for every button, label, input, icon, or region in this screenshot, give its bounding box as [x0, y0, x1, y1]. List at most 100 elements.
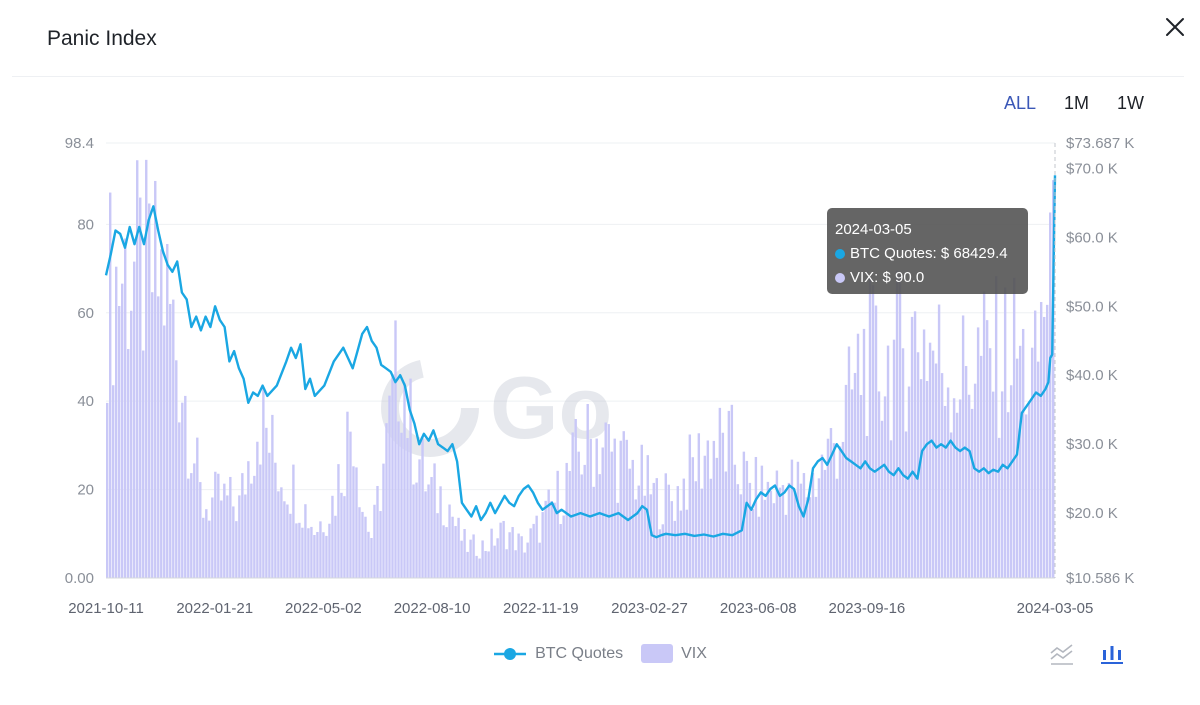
- vix-bar: [964, 366, 968, 578]
- watermark-text: Go: [490, 358, 612, 457]
- tooltip-btc-row: BTC Quotes: $ 68429.4: [835, 242, 1020, 266]
- x-axis-tick-label: 2024-03-05: [1017, 600, 1094, 617]
- vix-bar: [250, 483, 253, 578]
- vix-bar: [775, 470, 779, 578]
- legend-btc[interactable]: BTC Quotes: [493, 645, 623, 663]
- vix-bar: [328, 523, 331, 578]
- vix-bar: [922, 329, 926, 578]
- x-axis-tick-label: 2023-06-08: [720, 600, 797, 617]
- vix-bar: [283, 501, 286, 578]
- right-axis-tick-label: $50.0 K: [1066, 298, 1118, 315]
- vix-bar: [538, 542, 541, 578]
- vix-bar: [856, 333, 860, 578]
- vix-bar: [136, 160, 139, 578]
- vix-bar: [637, 485, 640, 578]
- left-axis-tick-label: 60: [77, 305, 94, 322]
- vix-bar: [487, 551, 490, 578]
- vix-bar: [178, 422, 181, 578]
- vix-bar: [640, 444, 643, 578]
- vix-bar: [247, 461, 250, 578]
- vix-bar: [202, 517, 205, 578]
- vix-bar: [460, 540, 463, 578]
- range-tab-1w[interactable]: 1W: [1117, 93, 1144, 113]
- vix-bar: [973, 383, 977, 578]
- vix-bar: [625, 439, 628, 578]
- vix-bar: [652, 482, 655, 578]
- vix-bar: [595, 438, 598, 578]
- vix-bar: [784, 514, 788, 578]
- vix-bar: [604, 422, 607, 578]
- vix-bar: [589, 438, 592, 578]
- legend-vix-label: VIX: [681, 644, 707, 662]
- vix-bar: [253, 475, 256, 578]
- vix-bar: [187, 478, 190, 578]
- vix-bar: [406, 438, 409, 578]
- left-axis-tick-label: 20: [77, 482, 94, 499]
- vix-bar: [838, 446, 842, 578]
- vix-bar: [958, 399, 962, 578]
- vix-bar: [730, 404, 734, 578]
- vix-bar: [706, 440, 710, 578]
- vix-bar: [265, 427, 268, 578]
- vix-bar: [442, 525, 445, 578]
- vix-bar: [1048, 212, 1052, 578]
- vix-bar: [745, 460, 749, 578]
- vix-bar: [106, 402, 109, 578]
- vix-bar: [862, 328, 866, 578]
- vix-bar: [739, 494, 743, 578]
- vix-bar: [607, 424, 610, 578]
- vix-bar: [865, 436, 869, 578]
- line-chart-toggle-icon[interactable]: [1048, 640, 1076, 668]
- vix-bar: [994, 276, 998, 578]
- vix-bar: [1012, 277, 1016, 578]
- vix-bar: [421, 435, 424, 578]
- vix-bar: [967, 394, 971, 578]
- range-tab-1m[interactable]: 1M: [1063, 93, 1089, 113]
- vix-bar: [535, 515, 538, 578]
- vix-bar: [943, 405, 947, 578]
- vix-bar: [859, 394, 863, 578]
- vix-bar: [628, 468, 631, 578]
- vix-bar: [619, 440, 622, 578]
- right-axis-tick-label: $60.0 K: [1066, 229, 1118, 246]
- vix-bar: [241, 473, 244, 578]
- vix-bar: [517, 533, 520, 578]
- range-tab-all[interactable]: ALL: [1003, 93, 1036, 113]
- vix-bar: [457, 517, 460, 578]
- vix-bar: [586, 403, 589, 578]
- vix-bar: [229, 476, 232, 578]
- vix-bar: [394, 320, 397, 578]
- vix-bar: [130, 310, 133, 578]
- tooltip-vix-row: VIX: $ 90.0: [835, 266, 1020, 290]
- vix-bar: [259, 464, 262, 578]
- vix-bar: [709, 478, 713, 578]
- vix-bar: [112, 385, 115, 578]
- vix-bar: [751, 509, 755, 578]
- vix-bar: [475, 555, 478, 578]
- vix-bar: [553, 502, 556, 578]
- vix-bar: [601, 447, 604, 578]
- vix-bar: [433, 463, 436, 578]
- vix-bar: [208, 520, 211, 578]
- vix-bar: [763, 499, 767, 578]
- vix-bar: [469, 539, 472, 578]
- vix-bar: [1033, 310, 1037, 578]
- vix-bar: [631, 459, 634, 578]
- vix-bar: [568, 470, 571, 578]
- left-axis-tick-label: 0.00: [65, 570, 94, 587]
- bar-chart-toggle-icon[interactable]: [1098, 640, 1126, 668]
- vix-bar: [133, 261, 136, 578]
- vix-bar: [541, 512, 544, 578]
- vix-bar: [412, 484, 415, 578]
- legend-vix[interactable]: VIX: [641, 644, 707, 663]
- vix-bar: [802, 473, 806, 578]
- right-axis-tick-label: $10.586 K: [1066, 570, 1134, 587]
- vix-bar: [217, 473, 220, 578]
- vix-bar: [196, 437, 199, 578]
- close-icon[interactable]: [1160, 12, 1190, 42]
- vix-bar: [292, 464, 295, 578]
- vix-bar: [199, 482, 202, 578]
- vix-bar: [466, 551, 469, 578]
- vix-bar: [979, 355, 983, 578]
- vix-bar: [244, 494, 247, 578]
